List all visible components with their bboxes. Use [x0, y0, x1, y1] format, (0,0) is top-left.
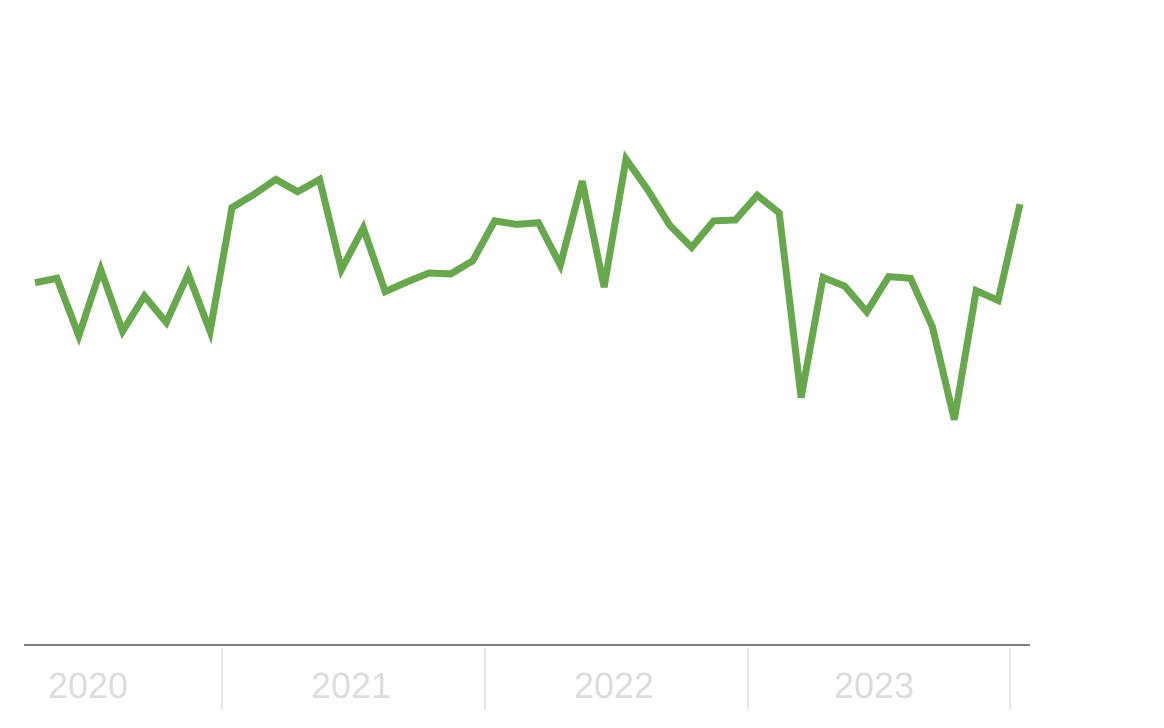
- x-tick-label-2021: 2021: [311, 665, 391, 706]
- x-tick-label-2023: 2023: [834, 665, 914, 706]
- series-line: [34, 150, 1024, 421]
- series-layer: [34, 150, 1024, 421]
- x-tick-label-2022: 2022: [574, 665, 654, 706]
- x-tick-label-2020: 2020: [48, 665, 128, 706]
